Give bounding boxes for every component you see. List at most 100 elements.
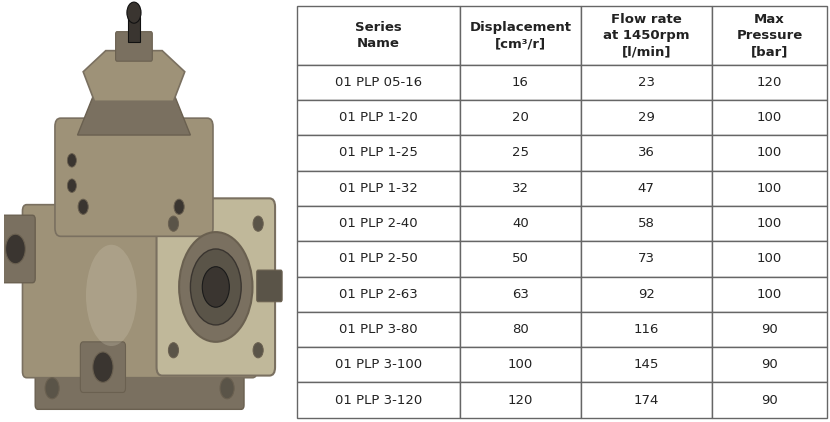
Circle shape bbox=[127, 2, 141, 23]
Circle shape bbox=[45, 378, 59, 399]
Text: 01 PLP 3-100: 01 PLP 3-100 bbox=[335, 358, 422, 371]
Bar bbox=[581, 170, 712, 206]
Circle shape bbox=[93, 352, 113, 382]
Bar bbox=[581, 6, 712, 65]
Text: 01 PLP 2-40: 01 PLP 2-40 bbox=[339, 217, 417, 230]
Text: 01 PLP 3-80: 01 PLP 3-80 bbox=[339, 323, 417, 336]
Text: 47: 47 bbox=[637, 182, 655, 195]
Text: 50: 50 bbox=[512, 252, 529, 265]
FancyBboxPatch shape bbox=[157, 198, 275, 376]
Text: 01 PLP 05-16: 01 PLP 05-16 bbox=[335, 76, 422, 89]
Text: 01 PLP 1-20: 01 PLP 1-20 bbox=[339, 111, 418, 124]
Bar bbox=[460, 170, 581, 206]
Text: 58: 58 bbox=[637, 217, 655, 230]
Bar bbox=[581, 241, 712, 276]
Circle shape bbox=[190, 249, 242, 325]
Circle shape bbox=[168, 343, 178, 358]
Bar bbox=[712, 135, 828, 170]
Text: 120: 120 bbox=[757, 76, 782, 89]
Text: 90: 90 bbox=[761, 394, 778, 407]
Text: 80: 80 bbox=[512, 323, 529, 336]
Bar bbox=[460, 135, 581, 170]
Text: 116: 116 bbox=[633, 323, 659, 336]
Text: Max
Pressure
[bar]: Max Pressure [bar] bbox=[736, 13, 803, 58]
Text: 100: 100 bbox=[757, 111, 782, 124]
Text: 90: 90 bbox=[761, 323, 778, 336]
Bar bbox=[460, 276, 581, 312]
Text: 01 PLP 3-120: 01 PLP 3-120 bbox=[335, 394, 422, 407]
FancyBboxPatch shape bbox=[35, 359, 244, 409]
Text: 20: 20 bbox=[512, 111, 529, 124]
Circle shape bbox=[78, 199, 88, 214]
Bar bbox=[712, 276, 828, 312]
Bar bbox=[460, 382, 581, 418]
Circle shape bbox=[253, 216, 263, 231]
Bar bbox=[460, 65, 581, 100]
Circle shape bbox=[220, 378, 234, 399]
Polygon shape bbox=[83, 51, 185, 101]
Bar bbox=[581, 135, 712, 170]
Text: 92: 92 bbox=[637, 288, 655, 300]
Bar bbox=[460, 100, 581, 135]
Bar bbox=[297, 100, 460, 135]
Bar bbox=[712, 312, 828, 347]
Text: 63: 63 bbox=[512, 288, 529, 300]
Text: 01 PLP 2-63: 01 PLP 2-63 bbox=[339, 288, 418, 300]
Text: 16: 16 bbox=[512, 76, 529, 89]
Bar bbox=[460, 347, 581, 382]
Text: 100: 100 bbox=[757, 252, 782, 265]
Bar bbox=[712, 241, 828, 276]
Text: 100: 100 bbox=[508, 358, 533, 371]
Bar bbox=[581, 347, 712, 382]
Bar bbox=[712, 170, 828, 206]
Text: 32: 32 bbox=[512, 182, 529, 195]
Text: Displacement
[cm³/r]: Displacement [cm³/r] bbox=[469, 21, 571, 50]
Bar bbox=[460, 312, 581, 347]
Text: 01 PLP 1-25: 01 PLP 1-25 bbox=[339, 146, 418, 160]
Bar bbox=[581, 65, 712, 100]
Bar bbox=[460, 241, 581, 276]
Bar bbox=[460, 6, 581, 65]
Text: 36: 36 bbox=[637, 146, 655, 160]
Bar bbox=[712, 206, 828, 241]
Text: 73: 73 bbox=[637, 252, 655, 265]
Text: Series
Name: Series Name bbox=[355, 21, 402, 50]
FancyBboxPatch shape bbox=[115, 32, 153, 61]
FancyBboxPatch shape bbox=[2, 215, 35, 283]
FancyBboxPatch shape bbox=[256, 270, 282, 302]
Bar bbox=[581, 206, 712, 241]
Text: 100: 100 bbox=[757, 217, 782, 230]
Bar bbox=[297, 170, 460, 206]
Bar bbox=[297, 135, 460, 170]
Bar bbox=[712, 100, 828, 135]
Text: 23: 23 bbox=[637, 76, 655, 89]
FancyBboxPatch shape bbox=[81, 342, 125, 392]
Text: 90: 90 bbox=[761, 358, 778, 371]
Bar bbox=[712, 65, 828, 100]
Ellipse shape bbox=[86, 245, 137, 346]
Text: 100: 100 bbox=[757, 288, 782, 300]
Bar bbox=[297, 347, 460, 382]
Circle shape bbox=[67, 154, 76, 167]
FancyBboxPatch shape bbox=[22, 205, 256, 378]
Text: 40: 40 bbox=[512, 217, 529, 230]
Bar bbox=[460, 206, 581, 241]
Circle shape bbox=[67, 179, 76, 192]
Bar bbox=[297, 6, 460, 65]
Bar bbox=[581, 312, 712, 347]
Text: Flow rate
at 1450rpm
[l/min]: Flow rate at 1450rpm [l/min] bbox=[603, 13, 690, 58]
Text: 01 PLP 2-50: 01 PLP 2-50 bbox=[339, 252, 418, 265]
Bar bbox=[297, 276, 460, 312]
Text: 100: 100 bbox=[757, 146, 782, 160]
Polygon shape bbox=[77, 93, 190, 135]
FancyBboxPatch shape bbox=[55, 118, 213, 236]
Bar bbox=[712, 347, 828, 382]
Bar bbox=[581, 100, 712, 135]
Bar bbox=[712, 6, 828, 65]
Text: 25: 25 bbox=[512, 146, 529, 160]
Circle shape bbox=[179, 232, 252, 342]
Bar bbox=[129, 17, 139, 42]
Circle shape bbox=[174, 199, 184, 214]
Circle shape bbox=[253, 343, 263, 358]
Text: 100: 100 bbox=[757, 182, 782, 195]
